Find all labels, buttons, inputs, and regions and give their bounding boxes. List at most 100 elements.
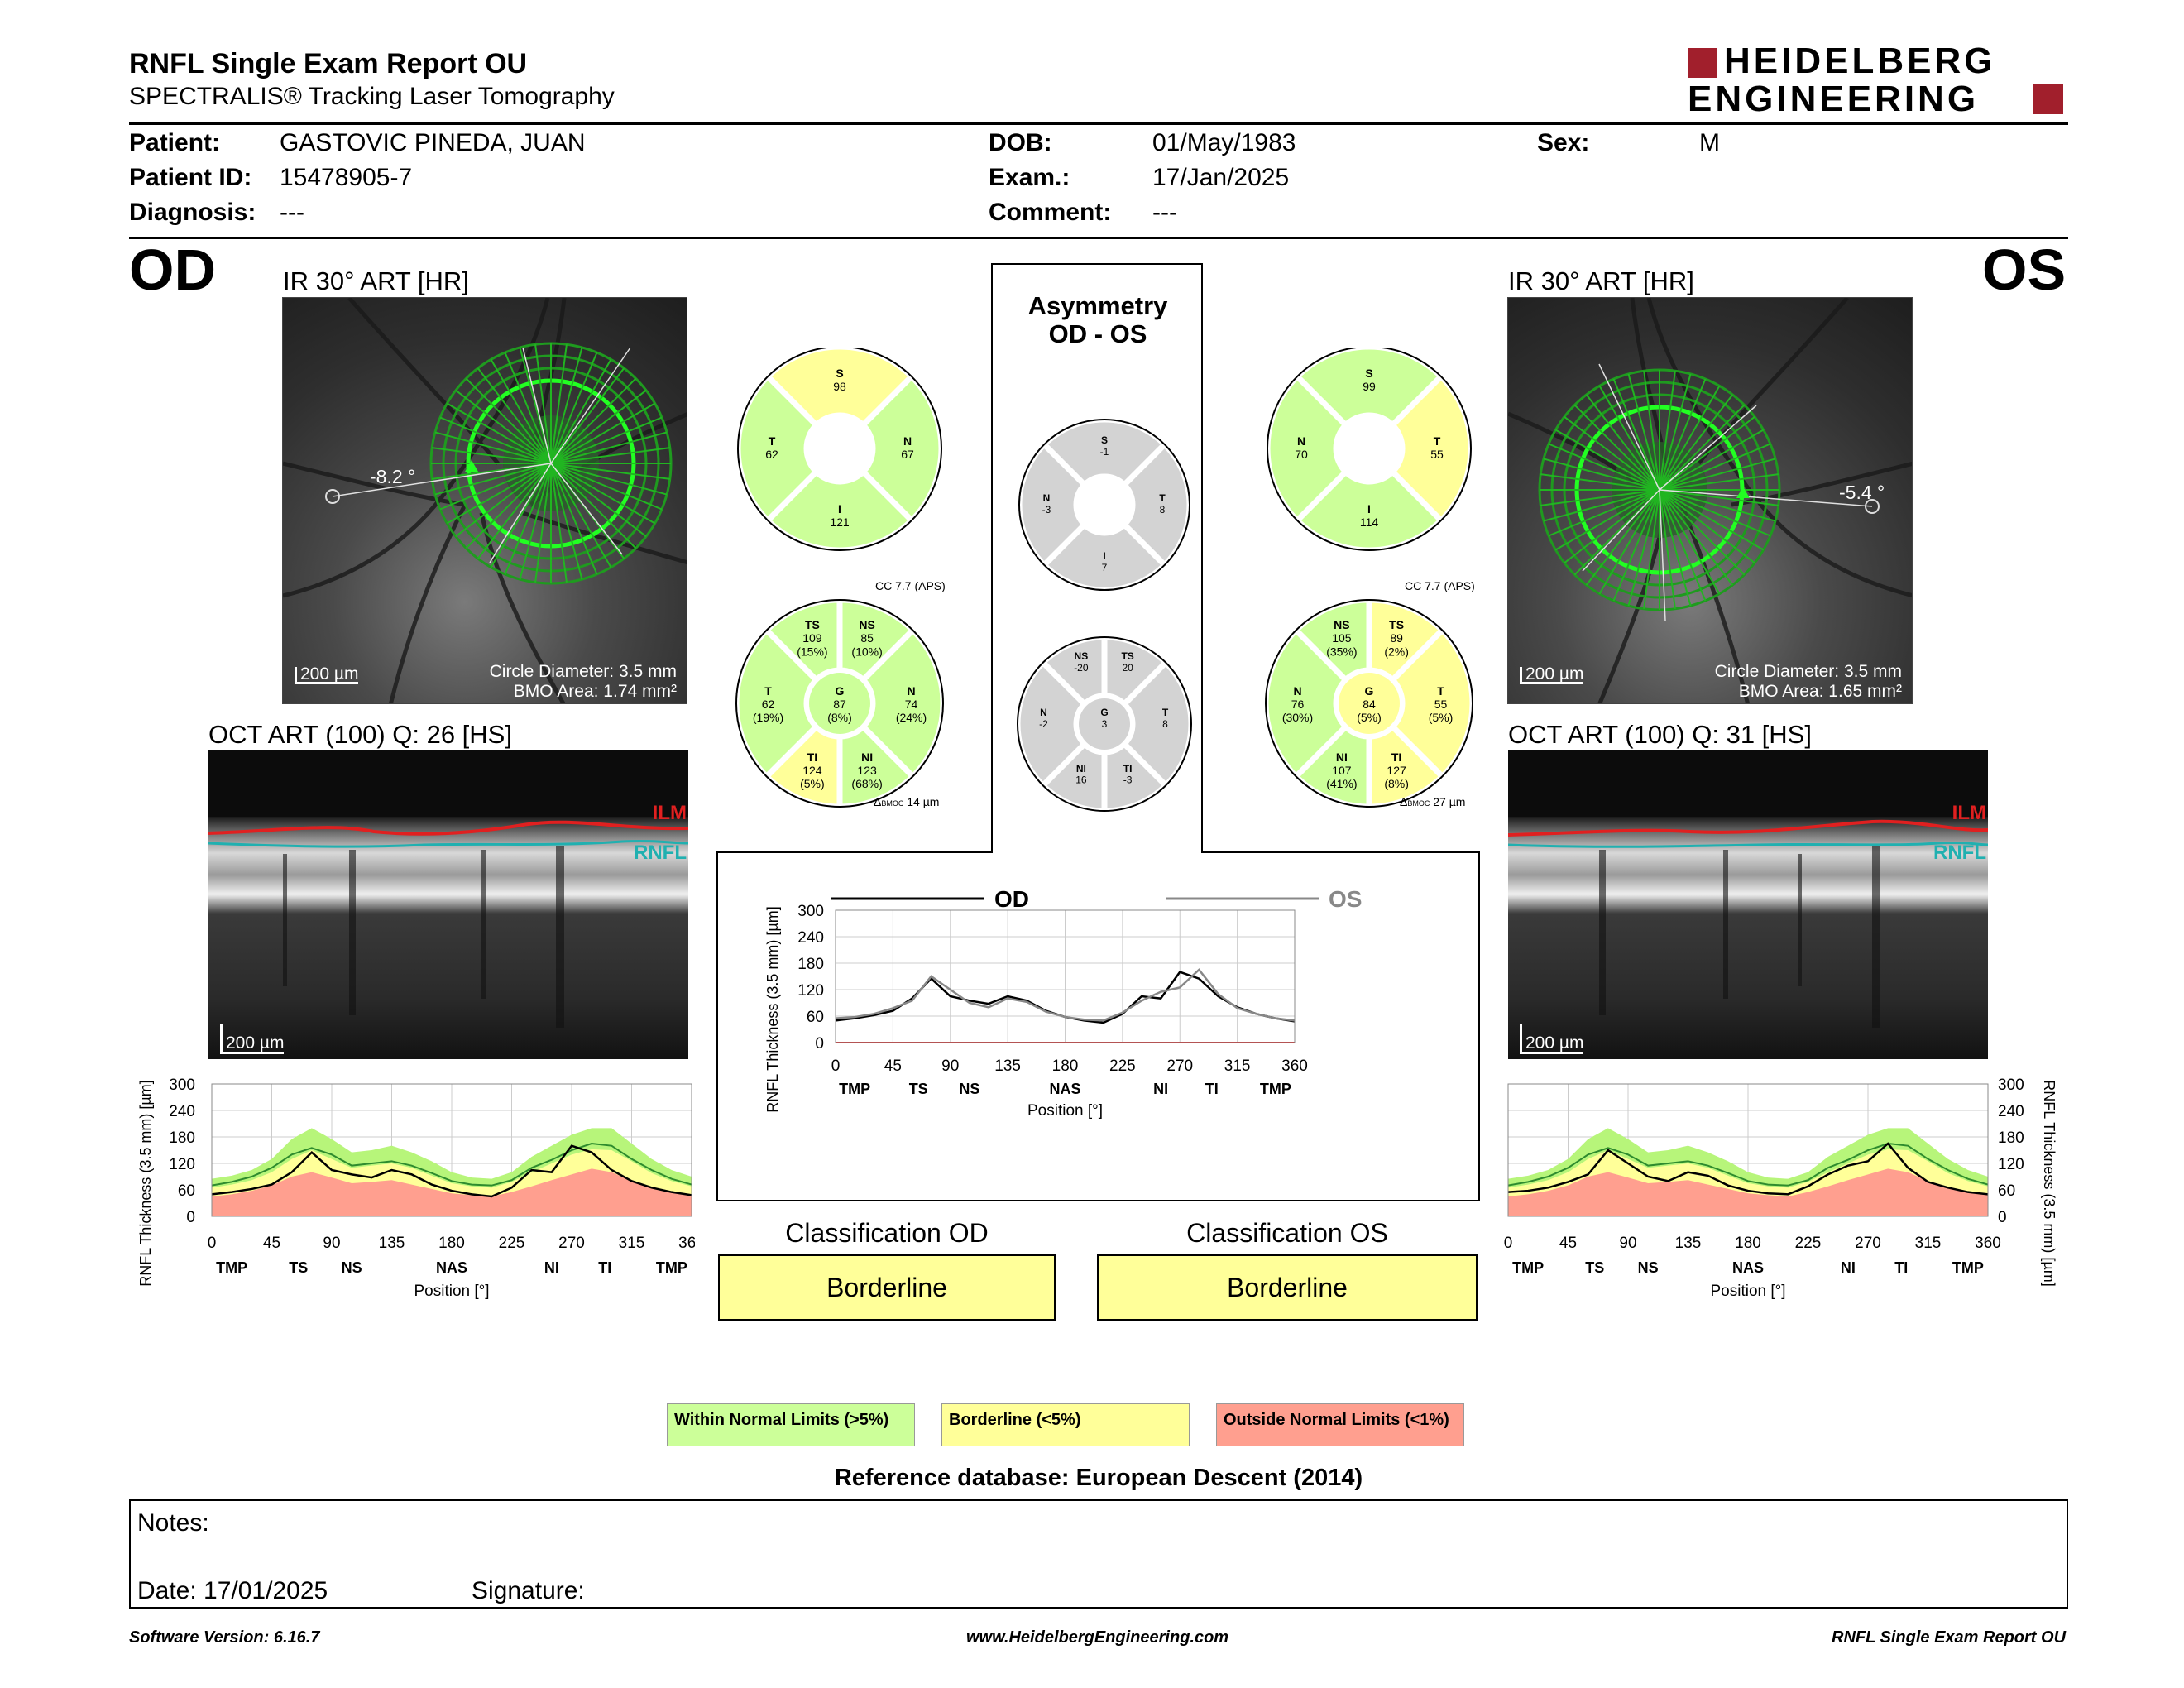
cmp-ytick: 180	[797, 956, 824, 973]
cmp-xtick: 45	[884, 1057, 902, 1075]
os-ytick: 120	[1998, 1156, 2024, 1173]
cmp-ylabel: RNFL Thickness (3.5 mm) [µm]	[764, 906, 781, 1112]
os-ytick: 180	[1998, 1129, 2024, 1147]
od-ytick: 180	[169, 1129, 195, 1147]
od-sector-label: NI	[544, 1259, 559, 1276]
cmp-xtick: 0	[831, 1057, 841, 1075]
cmp-sector-label: NS	[959, 1081, 979, 1097]
od-sector-label: NAS	[436, 1259, 467, 1276]
os6-sector-g	[1339, 673, 1400, 734]
os-scale: 200 µm	[1520, 665, 1584, 684]
reference-database: Reference database: European Descent (20…	[834, 1465, 1363, 1491]
os6-sector-g-label: G 84 (5%)	[1357, 684, 1382, 724]
cmp-xlabel: Position [°]	[1027, 1102, 1103, 1120]
cmp-legend-os: OS	[1329, 886, 1362, 912]
sex-value: M	[1699, 129, 1720, 156]
cmp-ytick: 60	[807, 1009, 824, 1026]
os-xtick: 270	[1855, 1235, 1881, 1252]
od-oct-scale: 200 µm	[220, 1024, 285, 1054]
os-angle: -5.4 °	[1839, 482, 1885, 503]
dob-value: 01/May/1983	[1152, 129, 1296, 156]
exam-value: 17/Jan/2025	[1152, 164, 1290, 191]
od-sector-label: NS	[342, 1259, 362, 1276]
od-sector-label: TS	[289, 1259, 308, 1276]
od-sector-n-label: N 67	[901, 434, 914, 461]
sector-diagrams: S 98 N 67 I 121 T 62 S 99 T 55 I 114 N 70 S -1 T 8 I 7 N -3 TS 10…	[733, 348, 1473, 814]
legend-within: Within Normal Limits (>5%)	[667, 1403, 915, 1446]
od6-sector-t-label: T 62 (19%)	[753, 684, 783, 724]
od-xtick: 180	[438, 1235, 465, 1252]
notes-label: Notes:	[137, 1509, 209, 1537]
os-bmoc-label: BMOC	[1407, 799, 1430, 808]
os-xtick: 90	[1619, 1235, 1636, 1252]
cmp-sector-label: NAS	[1049, 1081, 1080, 1097]
od-mean-line	[211, 1142, 692, 1187]
center-panel-outline	[716, 263, 1480, 1201]
od6-sector-ti-label: TI 124 (5%)	[800, 750, 825, 790]
od-ylabel: RNFL Thickness (3.5 mm) [µm]	[137, 1080, 154, 1286]
os-mean-line	[1507, 1142, 1989, 1187]
os6-sector-ts-label: TS 89 (2%)	[1384, 618, 1409, 658]
notes-date: Date: 17/01/2025	[137, 1577, 328, 1604]
patient-label: Patient:	[129, 129, 221, 156]
notes-box: Notes: Date: 17/01/2025 Signature:	[129, 1499, 2068, 1609]
os-rnfl-label: RNFL	[1933, 842, 1986, 864]
diagnosis-label: Diagnosis:	[129, 199, 256, 226]
od-sector-label: TI	[598, 1259, 611, 1276]
footer-website[interactable]: www.HeidelbergEngineering.com	[966, 1628, 1229, 1647]
asym-sector-s-label: S -1	[1100, 434, 1109, 458]
footer-report-name: RNFL Single Exam Report OU	[1832, 1628, 2067, 1647]
asym6-sector-n-label: N -2	[1039, 707, 1048, 730]
os-thickness-line	[1507, 1142, 1989, 1196]
od-ytick: 120	[169, 1156, 195, 1173]
os-sector-s-label: S 99	[1363, 367, 1376, 393]
cmp-xtick: 270	[1166, 1057, 1193, 1075]
cmp-xtick: 315	[1224, 1057, 1251, 1075]
cmp-ytick: 240	[797, 929, 824, 947]
asym6-sector-g	[1079, 698, 1130, 750]
cmp-legend-od: OD	[994, 886, 1029, 912]
comparison-chart: 0 60 120 180 240 300 0 45 90 135 180 225 270 315 360 OD…	[764, 886, 1362, 1120]
cmp-ytick: 0	[815, 1035, 824, 1053]
os-classification-box: Borderline	[1097, 1254, 1478, 1321]
logo-line1: HEIDELBERG	[1724, 41, 1996, 81]
od-bmoc: ΔBMOC 14 µm	[874, 795, 939, 808]
os-sector-label: TS	[1585, 1259, 1604, 1276]
od-ytick: 300	[169, 1077, 195, 1094]
os-classification-title: Classification OS	[1186, 1218, 1388, 1248]
od-ytick: 240	[169, 1103, 195, 1120]
os-oct-label: OCT ART (100) Q: 31 [HS]	[1508, 720, 1812, 749]
os-sector-label: NAS	[1732, 1259, 1764, 1276]
patient-value: GASTOVIC PINEDA, JUAN	[280, 129, 586, 156]
od-fundus-image: -8.2 ° 200 µm Circle Diameter: 3.5 mm BM…	[282, 297, 687, 704]
os-xtick: 135	[1675, 1235, 1702, 1252]
od-bmoc-label: BMOC	[881, 799, 904, 808]
os6-sector-ti-label: TI 127 (8%)	[1384, 750, 1409, 790]
cmp-xtick: 360	[1281, 1057, 1308, 1075]
os-ylabel: RNFL Thickness (3.5 mm) [µm]	[2041, 1080, 2057, 1286]
sex-label: Sex:	[1537, 129, 1590, 156]
od6-sector-n-label: N 74 (24%)	[896, 684, 927, 724]
os-bmo-area: BMO Area: 1.65 mm²	[1738, 682, 1902, 701]
asym-sector-n-label: N -3	[1042, 492, 1051, 516]
os-xtick: 45	[1559, 1235, 1577, 1252]
od-bmoc-symbol: Δ	[874, 795, 882, 808]
logo-line2: ENGINEERING	[1688, 79, 1980, 119]
od-xtick: 45	[263, 1235, 280, 1252]
os-bscan-image: ILM RNFL 200 µm	[1508, 750, 1988, 1059]
asymmetry-title-line1: Asymmetry	[1027, 291, 1168, 320]
od-scale: 200 µm	[295, 665, 359, 684]
comment-value: ---	[1152, 199, 1177, 226]
diagnosis-value: ---	[280, 199, 304, 226]
heidelberg-logo: HEIDELBERG ENGINEERING	[1688, 41, 2068, 119]
od-oct-label: OCT ART (100) Q: 26 [HS]	[208, 720, 512, 749]
od6-sector-g	[809, 673, 870, 734]
os-sector-i-label: I 114	[1360, 502, 1379, 529]
od-ytick: 60	[178, 1182, 195, 1200]
od-ir-label: IR 30° ART [HR]	[283, 266, 469, 295]
od6-sector-ns-label: NS 85 (10%)	[851, 618, 882, 658]
od-eye-label: OD	[129, 237, 216, 302]
od-band-outside	[212, 1168, 692, 1216]
